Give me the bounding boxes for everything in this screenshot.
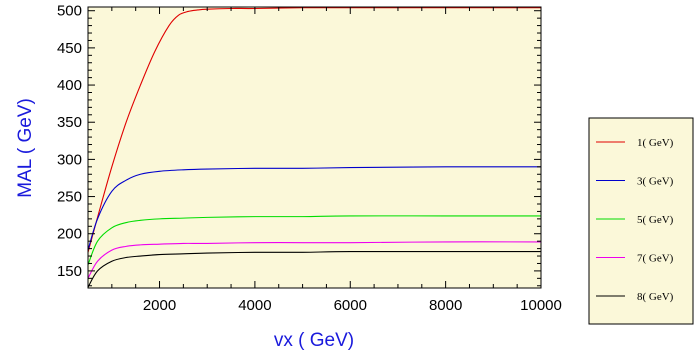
legend-label: 5( GeV) [637,214,674,226]
y-tick-label: 450 [57,40,82,57]
y-tick-label: 150 [57,263,82,280]
x-tick-label: 8000 [429,297,462,314]
y-tick-label: 200 [57,226,82,243]
y-tick-label: 350 [57,114,82,131]
x-tick-label: 6000 [334,297,367,314]
plot-frame [87,6,542,289]
series-line-1 [87,7,541,253]
y-tick-label: 400 [57,77,82,94]
legend-box [588,117,694,325]
y-tick-label: 300 [57,151,82,168]
x-tick-label: 2000 [143,297,176,314]
plot-area [88,7,541,288]
legend: 1( GeV) 3( GeV) 5( GeV) 7( GeV) 8( GeV) [588,117,694,325]
y-tick-label: 250 [57,189,82,206]
series-line-3 [87,215,541,266]
series-line-4 [87,241,542,279]
tick-layer: 2000 4000 6000 8000 10000 150 200 250 300 350 400 4… [57,3,562,314]
y-tick-label: 500 [57,3,82,20]
legend-label: 8( GeV) [637,291,674,303]
legend-label: 7( GeV) [637,253,674,265]
x-tick-label: 10000 [520,297,562,314]
series-line-5 [87,250,541,288]
series-line-2 [87,166,542,251]
y-axis-title: MAL ( GeV) [15,98,36,198]
legend-items: 1( GeV) 3( GeV) 5( GeV) 7( GeV) 8( GeV) [596,137,674,303]
series-layer [87,7,542,288]
x-axis-title: vx ( GeV) [274,330,354,351]
legend-label: 1( GeV) [637,137,674,149]
legend-label: 3( GeV) [637,176,674,188]
x-tick-label: 4000 [238,297,271,314]
